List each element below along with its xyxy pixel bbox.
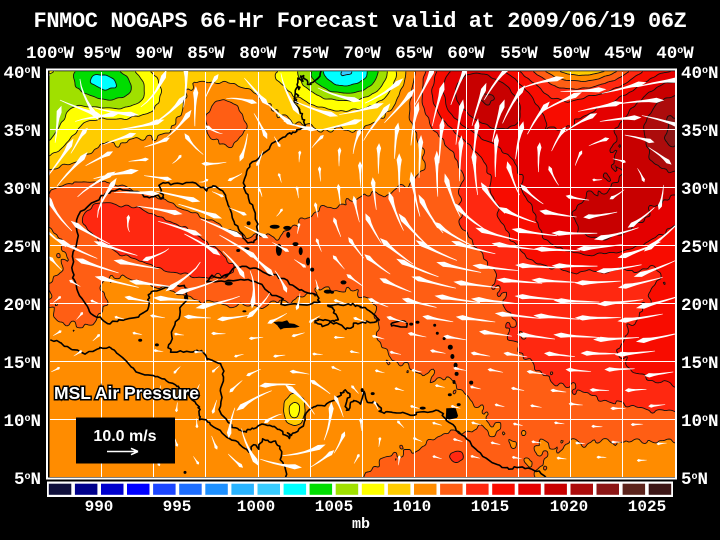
svg-text:55oW: 55oW	[500, 44, 538, 64]
svg-text:995: 995	[163, 498, 192, 516]
svg-text:25oN: 25oN	[3, 238, 41, 258]
svg-text:60oW: 60oW	[447, 44, 485, 64]
svg-text:25oN: 25oN	[681, 238, 719, 258]
svg-text:10.0 m/s: 10.0 m/s	[93, 428, 156, 445]
svg-text:1025: 1025	[628, 498, 666, 516]
svg-text:1010: 1010	[393, 498, 431, 516]
svg-text:10oN: 10oN	[3, 412, 41, 432]
svg-text:70oW: 70oW	[343, 44, 381, 64]
svg-text:15oN: 15oN	[3, 354, 41, 374]
svg-text:20oN: 20oN	[681, 296, 719, 316]
svg-text:1020: 1020	[550, 498, 588, 516]
svg-text:1000: 1000	[237, 498, 275, 516]
svg-text:100oW: 100oW	[26, 44, 75, 64]
svg-text:mb: mb	[352, 516, 370, 533]
svg-text:40oN: 40oN	[681, 64, 719, 84]
svg-text:5oN: 5oN	[14, 470, 41, 490]
svg-text:MSL Air Pressure: MSL Air Pressure	[54, 383, 199, 403]
svg-text:20oN: 20oN	[3, 296, 41, 316]
svg-text:80oW: 80oW	[239, 44, 277, 64]
svg-text:990: 990	[85, 498, 114, 516]
svg-text:5oN: 5oN	[681, 470, 708, 490]
svg-text:35oN: 35oN	[3, 122, 41, 142]
svg-text:1005: 1005	[315, 498, 353, 516]
svg-text:35oN: 35oN	[681, 122, 719, 142]
svg-text:FNMOC NOGAPS 66-Hr Forecast va: FNMOC NOGAPS 66-Hr Forecast valid at 200…	[34, 9, 687, 34]
svg-text:15oN: 15oN	[681, 354, 719, 374]
svg-text:30oN: 30oN	[681, 180, 719, 200]
svg-text:95oW: 95oW	[83, 44, 121, 64]
svg-text:85oW: 85oW	[187, 44, 225, 64]
svg-text:50oW: 50oW	[552, 44, 590, 64]
svg-text:45oW: 45oW	[604, 44, 642, 64]
svg-text:65oW: 65oW	[395, 44, 433, 64]
svg-text:10oN: 10oN	[681, 412, 719, 432]
svg-text:90oW: 90oW	[135, 44, 173, 64]
svg-text:1015: 1015	[471, 498, 509, 516]
svg-text:40oW: 40oW	[656, 44, 694, 64]
svg-text:75oW: 75oW	[291, 44, 329, 64]
svg-text:30oN: 30oN	[3, 180, 41, 200]
svg-text:40oN: 40oN	[3, 64, 41, 84]
